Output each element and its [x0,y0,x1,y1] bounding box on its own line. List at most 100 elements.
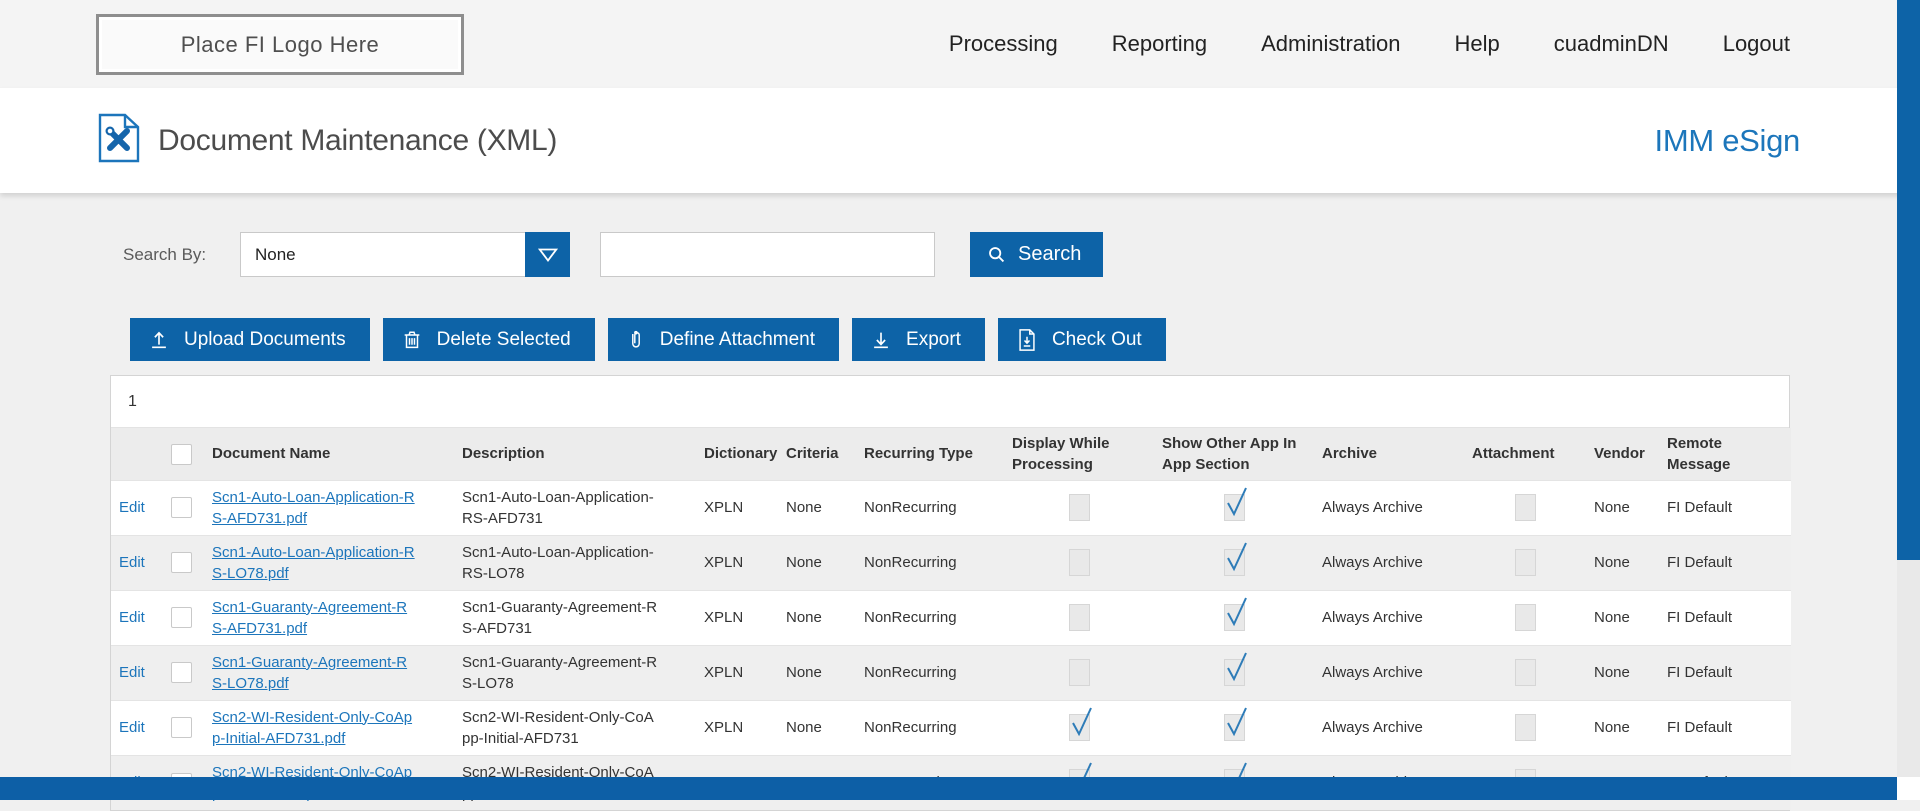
edit-link[interactable]: Edit [119,554,145,571]
display-while-processing-checkbox[interactable] [1068,549,1090,576]
dictionary-cell: XPLN [704,664,744,681]
edit-link[interactable]: Edit [119,664,145,681]
document-name-link[interactable]: Scn1-Guaranty-Agreement-RS-LO78.pdf [212,653,408,692]
recurring-type-cell: NonRecurring [864,499,957,516]
select-all-checkbox[interactable] [171,443,192,465]
nav-item-help[interactable]: Help [1454,31,1500,56]
remote-message-cell: FI Default [1667,499,1733,516]
table-body: Edit Scn1-Auto-Loan-Application-RS-AFD73… [111,480,1791,810]
nav-item-user-cuadmindn[interactable]: cuadminDN [1553,31,1669,56]
row-checkbox[interactable] [171,552,192,574]
upload-icon [152,331,166,348]
row-checkbox[interactable] [171,497,192,519]
nav-item-administration[interactable]: Administration [1261,31,1401,56]
display-while-processing-checkbox[interactable] [1068,494,1090,521]
document-name-link[interactable]: Scn1-Auto-Loan-Application-RS-LO78.pdf [212,543,415,582]
show-other-app-checkbox[interactable] [1223,542,1247,576]
delete-selected-label: Delete Selected [436,328,571,350]
display-while-processing-cell [1004,535,1154,590]
download-icon [874,332,888,348]
display-while-processing-checkbox[interactable] [1068,707,1092,741]
upload-documents-label: Upload Documents [184,328,346,350]
attachment-cell [1464,700,1586,755]
show-other-app-checkbox[interactable] [1223,597,1247,631]
document-name-link[interactable]: Scn2-WI-Resident-Only-CoApp-Initial-AFD7… [212,708,413,747]
check-out-button[interactable]: Check Out [997,318,1166,361]
nav-item-logout[interactable]: Logout [1722,31,1790,56]
display-while-processing-checkbox[interactable] [1068,604,1090,631]
paperclip-icon [631,330,640,348]
upload-documents-button[interactable]: Upload Documents [130,318,370,361]
scrollbar-thumb[interactable] [1897,0,1920,560]
edit-cell: Edit [111,480,159,535]
search-by-dropdown[interactable]: None [240,232,570,277]
criteria-cell: None [786,554,822,571]
export-button[interactable]: Export [852,318,985,361]
document-name-link[interactable]: Scn1-Auto-Loan-Application-RS-AFD731.pdf [212,488,415,527]
row-checkbox[interactable] [171,607,192,629]
show-other-app-cell [1154,535,1314,590]
attachment-checkbox[interactable] [1514,659,1536,686]
vendor-cell: None [1594,554,1630,571]
table-row: Edit Scn1-Guaranty-Agreement-RS-LO78.pdf… [111,645,1791,700]
edit-link[interactable]: Edit [119,609,145,626]
delete-selected-button[interactable]: Delete Selected [382,318,595,361]
edit-link[interactable]: Edit [119,719,145,736]
attachment-checkbox[interactable] [1514,494,1536,521]
nav-item-reporting[interactable]: Reporting [1111,31,1208,56]
description-cell: Scn2-WI-Resident-Only-CoApp-Initial-AFD7… [462,708,654,747]
recurring-type-cell: NonRecurring [864,554,957,571]
export-label: Export [906,328,961,350]
dictionary-cell: XPLN [704,719,744,736]
attachment-checkbox[interactable] [1514,549,1536,576]
show-other-app-cell [1154,480,1314,535]
select-cell [159,535,204,590]
search-by-dropdown-value: None [255,244,296,264]
archive-cell: Always Archive [1322,554,1423,571]
archive-cell: Always Archive [1322,719,1423,736]
search-input[interactable] [600,232,935,277]
select-cell [159,645,204,700]
table-row: Edit Scn1-Auto-Loan-Application-RS-AFD73… [111,480,1791,535]
row-checkbox[interactable] [171,717,192,739]
column-header-archive: Archive [1322,445,1378,463]
attachment-checkbox[interactable] [1514,714,1536,741]
search-button[interactable]: Search [970,232,1104,277]
document-name-cell: Scn1-Auto-Loan-Application-RS-LO78.pdf [204,535,454,590]
search-icon [989,246,1005,262]
table-header-row: Document Name Description Dictionary Cri… [111,428,1791,480]
show-other-app-checkbox[interactable] [1223,652,1247,686]
vertical-scrollbar[interactable] [1897,0,1920,777]
show-other-app-checkbox[interactable] [1223,707,1247,741]
select-cell [159,480,204,535]
document-name-cell: Scn1-Auto-Loan-Application-RS-AFD731.pdf [204,480,454,535]
display-while-processing-checkbox[interactable] [1068,659,1090,686]
select-all-header [159,428,204,480]
define-attachment-button[interactable]: Define Attachment [607,318,840,361]
attachment-cell [1464,535,1586,590]
documents-table: Document Name Description Dictionary Cri… [111,428,1791,810]
criteria-cell: None [786,664,822,681]
edit-column-header [111,428,159,480]
row-checkbox[interactable] [171,662,192,684]
attachment-checkbox[interactable] [1514,604,1536,631]
edit-link[interactable]: Edit [119,499,145,516]
chevron-down-icon[interactable] [525,232,570,277]
page-title: Document Maintenance (XML) [158,123,558,157]
show-other-app-checkbox[interactable] [1223,487,1247,521]
vendor-cell: None [1594,664,1630,681]
recurring-type-cell: NonRecurring [864,609,957,626]
page-number-1[interactable]: 1 [128,392,137,410]
display-while-processing-cell [1004,700,1154,755]
nav-item-processing[interactable]: Processing [948,31,1058,56]
display-while-processing-cell [1004,480,1154,535]
top-bar: Place FI Logo Here Processing Reporting … [0,0,1920,88]
criteria-cell: None [786,499,822,516]
check-icon [1226,707,1247,737]
footer-bar [0,777,1897,800]
checkout-document-icon [1019,328,1035,351]
document-name-link[interactable]: Scn1-Guaranty-Agreement-RS-AFD731.pdf [212,598,408,637]
show-other-app-cell [1154,700,1314,755]
column-header-document-name: Document Name [212,445,331,463]
attachment-cell [1464,590,1586,645]
